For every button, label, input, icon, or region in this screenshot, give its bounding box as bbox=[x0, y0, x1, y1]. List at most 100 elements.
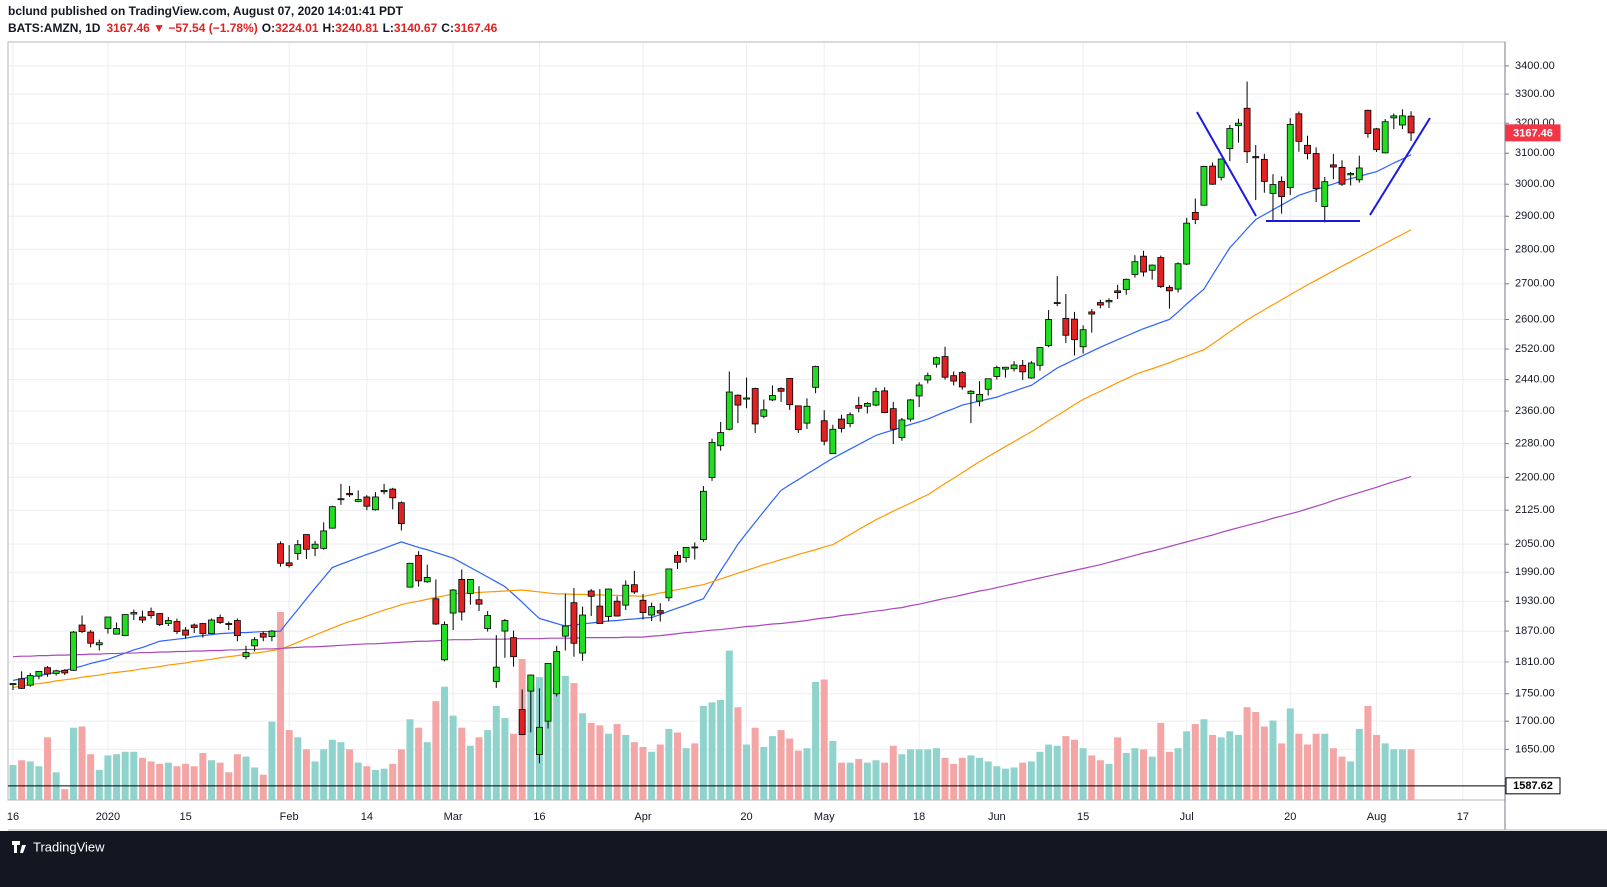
ohlc-value: 3140.67 bbox=[394, 21, 438, 35]
candle-body bbox=[1226, 128, 1234, 150]
candle-body bbox=[139, 616, 146, 621]
candle-body bbox=[9, 683, 17, 686]
candle-body bbox=[225, 623, 233, 625]
volume-bar bbox=[1027, 761, 1035, 800]
candle-body bbox=[1079, 329, 1087, 348]
x-tick-label: May bbox=[814, 811, 835, 823]
candle-body bbox=[863, 403, 871, 407]
y-tick-label: 2440.00 bbox=[1515, 373, 1555, 385]
volume-bar bbox=[561, 675, 569, 800]
volume-bar bbox=[1390, 749, 1398, 800]
volume-bar bbox=[881, 762, 889, 800]
volume-bar bbox=[1243, 707, 1251, 800]
volume-bar bbox=[872, 760, 880, 800]
volume-bar bbox=[803, 748, 811, 800]
candle-body bbox=[501, 620, 509, 632]
volume-bar bbox=[156, 763, 164, 800]
candle-body bbox=[147, 611, 155, 616]
candle-body bbox=[432, 598, 440, 625]
y-tick-label: 2700.00 bbox=[1515, 278, 1555, 290]
candle-body bbox=[484, 615, 492, 629]
volume bbox=[9, 612, 1415, 800]
candle-body bbox=[1260, 158, 1268, 182]
trend-line bbox=[1369, 117, 1431, 216]
volume-bar bbox=[889, 745, 897, 800]
volume-bar bbox=[138, 757, 146, 800]
candle-body bbox=[1019, 364, 1027, 373]
x-tick-label: Jul bbox=[1180, 811, 1194, 823]
volume-bar bbox=[648, 751, 656, 800]
volume-bar bbox=[1329, 748, 1337, 800]
x-tick-label: Jun bbox=[988, 811, 1006, 823]
volume-bar bbox=[837, 762, 845, 800]
candle-body bbox=[372, 496, 379, 511]
volume-bar bbox=[1122, 753, 1130, 800]
candle-body bbox=[1200, 166, 1208, 206]
volume-bar bbox=[346, 749, 354, 800]
volume-bar bbox=[768, 736, 776, 800]
volume-bar bbox=[173, 766, 181, 800]
x-tick-label: 15 bbox=[179, 811, 191, 823]
candle-body bbox=[1114, 290, 1122, 294]
volume-bar bbox=[1070, 739, 1078, 800]
candle-body bbox=[682, 547, 690, 559]
candle-body bbox=[1304, 144, 1311, 154]
volume-bar bbox=[69, 727, 77, 800]
price-label-box bbox=[1505, 124, 1561, 142]
candle-body bbox=[510, 637, 517, 658]
candle-body bbox=[1010, 364, 1018, 370]
volume-bar bbox=[199, 753, 207, 800]
candle-body bbox=[380, 490, 388, 493]
volume-bar bbox=[725, 650, 733, 800]
candle-body bbox=[1286, 123, 1294, 189]
candle-body bbox=[1191, 211, 1199, 220]
candle-body bbox=[1053, 302, 1061, 304]
price-label-box bbox=[1505, 777, 1561, 795]
volume-bar bbox=[734, 707, 742, 800]
candle-body bbox=[259, 633, 267, 638]
moving-average-line bbox=[12, 154, 1412, 681]
candle-body bbox=[544, 663, 552, 722]
symbol: BATS:AMZN, 1D bbox=[8, 21, 101, 35]
drawings bbox=[1196, 111, 1431, 222]
candle-body bbox=[1045, 319, 1052, 347]
candle-body bbox=[199, 623, 207, 634]
candle-body bbox=[1062, 318, 1070, 336]
candle-body bbox=[156, 613, 164, 625]
volume-bar bbox=[302, 749, 310, 800]
volume-bar bbox=[1209, 734, 1217, 800]
candle-body bbox=[397, 502, 405, 525]
candle-body bbox=[1036, 347, 1044, 366]
volume-bar bbox=[1398, 749, 1406, 800]
candle-body bbox=[924, 375, 932, 381]
candle-body bbox=[967, 390, 975, 394]
volume-bar bbox=[993, 766, 1001, 800]
volume-bar bbox=[432, 701, 440, 800]
candle-body bbox=[1312, 153, 1320, 190]
volume-bar bbox=[699, 706, 707, 800]
ohlc-value: 3240.81 bbox=[335, 21, 379, 35]
volume-bar bbox=[415, 727, 423, 800]
volume-bar bbox=[587, 722, 595, 800]
volume-bar bbox=[760, 746, 768, 800]
volume-bar bbox=[967, 755, 975, 800]
volume-bar bbox=[268, 721, 276, 800]
volume-bar bbox=[717, 699, 725, 800]
candle-body bbox=[233, 620, 241, 637]
candle-body bbox=[794, 405, 802, 431]
volume-bar bbox=[691, 743, 699, 800]
candle-body bbox=[622, 584, 630, 606]
candle-body bbox=[700, 490, 707, 540]
candle-body bbox=[458, 579, 466, 613]
volume-bar bbox=[907, 749, 915, 800]
candle-body bbox=[1355, 167, 1363, 181]
candle-body bbox=[1183, 222, 1191, 265]
volume-bar bbox=[1278, 743, 1286, 800]
volume-bar bbox=[285, 730, 293, 800]
x-tick-label: 16 bbox=[7, 811, 19, 823]
candle-body bbox=[1364, 109, 1372, 134]
x-tick-label: 2020 bbox=[96, 811, 120, 823]
candle-body bbox=[1269, 184, 1277, 194]
volume-bar bbox=[1191, 724, 1199, 800]
candle-body bbox=[907, 399, 914, 420]
